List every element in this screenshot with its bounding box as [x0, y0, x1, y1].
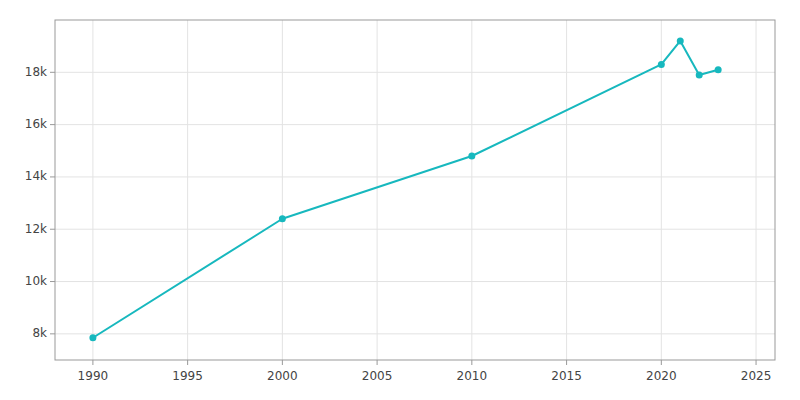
- x-grid-line: [566, 20, 567, 360]
- y-grid-line: [55, 72, 775, 73]
- x-tick: [756, 360, 757, 365]
- x-tick: [92, 360, 93, 365]
- x-grid-line: [471, 20, 472, 360]
- x-tick-label: 2005: [362, 369, 393, 383]
- page: {"chart_data": {"type": "line", "x": [19…: [0, 0, 800, 400]
- chart: 8k 10k 12k 14k 16k 18k 1990 1995 2000 2005 2010 201…: [0, 0, 800, 400]
- y-tick-label: 18k: [25, 65, 47, 79]
- y-grid-line: [55, 124, 775, 125]
- y-tick: [50, 72, 55, 73]
- series: [89, 37, 721, 341]
- point: [658, 61, 665, 68]
- x-tick: [661, 360, 662, 365]
- y-grid-line: [55, 333, 775, 334]
- y-tick-label: 8k: [32, 326, 47, 340]
- x-grid-line: [661, 20, 662, 360]
- y-grid-line: [55, 281, 775, 282]
- y-tick: [50, 176, 55, 177]
- point: [468, 153, 475, 160]
- y-tick: [50, 281, 55, 282]
- y-tick: [50, 124, 55, 125]
- point: [279, 215, 286, 222]
- x-tick-label: 2020: [646, 369, 677, 383]
- y-tick: [50, 229, 55, 230]
- x-tick-label: 1990: [78, 369, 109, 383]
- y-tick: [50, 333, 55, 334]
- x-tick-label: 2015: [551, 369, 582, 383]
- y-tick-label: 14k: [25, 169, 47, 183]
- x-tick-label: 1995: [172, 369, 203, 383]
- plot-frame: [55, 20, 775, 360]
- x-tick: [471, 360, 472, 365]
- y-grid-line: [55, 176, 775, 177]
- x-tick-label: 2010: [457, 369, 488, 383]
- x-tick-label: 2025: [741, 369, 772, 383]
- chart-container: 8k 10k 12k 14k 16k 18k 1990 1995 2000 2005 2010 201…: [0, 0, 800, 400]
- x-tick: [187, 360, 188, 365]
- x-tick: [377, 360, 378, 365]
- x-grid-line: [187, 20, 188, 360]
- point: [715, 66, 722, 73]
- x-grid-line: [282, 20, 283, 360]
- x-tick: [282, 360, 283, 365]
- point: [677, 37, 684, 44]
- x-tick: [566, 360, 567, 365]
- y-tick-label: 16k: [25, 117, 47, 131]
- y-tick-label: 12k: [25, 222, 47, 236]
- x-grid-line: [92, 20, 93, 360]
- point: [89, 334, 96, 341]
- point: [696, 71, 703, 78]
- grid: [55, 20, 775, 360]
- x-tick-label: 2000: [267, 369, 298, 383]
- y-grid-line: [55, 229, 775, 230]
- x-grid-line: [756, 20, 757, 360]
- line: [93, 41, 718, 338]
- x-grid-line: [377, 20, 378, 360]
- y-tick-label: 10k: [25, 274, 47, 288]
- axes: 8k 10k 12k 14k 16k 18k 1990 1995 2000 2005 2010 201…: [25, 65, 772, 383]
